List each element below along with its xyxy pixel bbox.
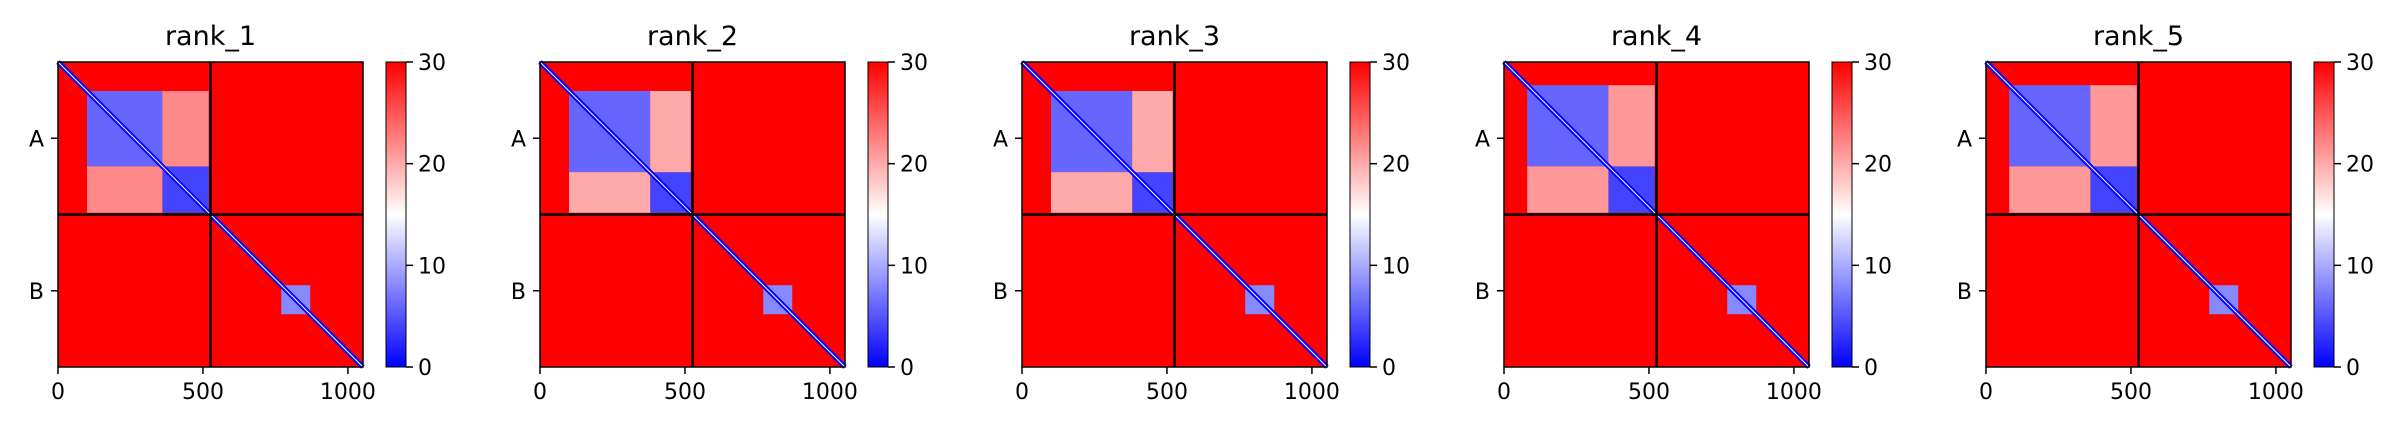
heatmap-block bbox=[2090, 85, 2137, 167]
heatmap-block bbox=[650, 90, 691, 173]
colorbar-tick-label: 20 bbox=[418, 153, 446, 178]
plot-frame bbox=[1503, 61, 1810, 368]
y-chain-label: A bbox=[29, 127, 44, 152]
x-tick-label: 0 bbox=[533, 380, 547, 405]
x-tick-label: 1000 bbox=[802, 380, 858, 405]
y-chain-label: A bbox=[1957, 127, 1972, 152]
x-tick-label: 500 bbox=[2110, 380, 2152, 405]
colorbar bbox=[867, 61, 889, 368]
y-chain-label: A bbox=[511, 127, 526, 152]
colorbar-tick-label: 20 bbox=[1382, 153, 1410, 178]
x-tick-label: 500 bbox=[664, 380, 706, 405]
colorbar-tick-label: 20 bbox=[1864, 153, 1892, 178]
heatmap-block bbox=[1608, 85, 1655, 167]
y-chain-label: A bbox=[1475, 127, 1490, 152]
plot-frame bbox=[1021, 61, 1328, 368]
colorbar bbox=[1349, 61, 1371, 368]
colorbar bbox=[385, 61, 407, 368]
heatmap-panel-3: rank_3 0 500 1000 A B 0 10 20 30 bbox=[993, 21, 1410, 405]
heatmap-block bbox=[1050, 172, 1133, 213]
x-tick-label: 1000 bbox=[320, 380, 376, 405]
heatmap-panel-2: rank_2 0 500 1000 A B 0 10 20 30 bbox=[511, 21, 928, 405]
y-chain-label: B bbox=[1475, 280, 1490, 305]
x-tick-label: 1000 bbox=[2248, 380, 2304, 405]
colorbar-tick-label: 0 bbox=[1382, 356, 1396, 381]
x-tick-label: 500 bbox=[182, 380, 224, 405]
x-tick-label: 0 bbox=[1015, 380, 1029, 405]
plot-frame bbox=[57, 61, 364, 368]
colorbar-tick-label: 10 bbox=[2346, 254, 2374, 279]
heatmap-panel-4: rank_4 0 500 1000 A B 0 10 20 30 bbox=[1475, 21, 1892, 405]
x-tick-label: 0 bbox=[51, 380, 65, 405]
colorbar-tick-label: 20 bbox=[900, 153, 928, 178]
colorbar-tick-label: 30 bbox=[900, 51, 928, 76]
chart-title: rank_5 bbox=[2093, 21, 2184, 52]
colorbar-tick-label: 20 bbox=[2346, 153, 2374, 178]
heatmap-block bbox=[2009, 166, 2091, 213]
plot-frame bbox=[539, 61, 846, 368]
colorbar-tick-label: 10 bbox=[418, 254, 446, 279]
y-chain-label: A bbox=[993, 127, 1008, 152]
heatmap-panel-1: rank_1 0 500 1000 A B 0 10 20 30 bbox=[29, 21, 446, 405]
x-tick-label: 500 bbox=[1628, 380, 1670, 405]
heatmap-block bbox=[1132, 90, 1173, 173]
colorbar-tick-label: 10 bbox=[1864, 254, 1892, 279]
colorbar-tick-label: 30 bbox=[1864, 51, 1892, 76]
colorbar-tick-label: 0 bbox=[1864, 356, 1878, 381]
y-chain-label: B bbox=[1957, 280, 1972, 305]
colorbar-tick-label: 30 bbox=[2346, 51, 2374, 76]
x-tick-label: 1000 bbox=[1284, 380, 1340, 405]
chart-title: rank_4 bbox=[1611, 21, 1702, 52]
heatmap-block bbox=[162, 90, 209, 167]
x-tick-label: 500 bbox=[1146, 380, 1188, 405]
colorbar-tick-label: 0 bbox=[418, 356, 432, 381]
colorbar-tick-label: 10 bbox=[900, 254, 928, 279]
chart-title: rank_2 bbox=[647, 21, 738, 52]
colorbar-tick-label: 0 bbox=[2346, 356, 2360, 381]
heatmap-block bbox=[86, 166, 163, 213]
plot-frame bbox=[1985, 61, 2292, 368]
y-chain-label: B bbox=[29, 280, 44, 305]
colorbar-tick-label: 10 bbox=[1382, 254, 1410, 279]
colorbar bbox=[2313, 61, 2335, 368]
heatmap-panel-5: rank_5 0 500 1000 A B 0 10 20 30 bbox=[1957, 21, 2374, 405]
colorbar-tick-label: 0 bbox=[900, 356, 914, 381]
heatmap-block bbox=[568, 172, 651, 213]
x-tick-label: 0 bbox=[1497, 380, 1511, 405]
x-tick-label: 0 bbox=[1979, 380, 1993, 405]
colorbar bbox=[1831, 61, 1853, 368]
y-chain-label: B bbox=[511, 280, 526, 305]
heatmap-block bbox=[1527, 166, 1609, 213]
y-chain-label: B bbox=[993, 280, 1008, 305]
chart-title: rank_1 bbox=[165, 21, 256, 52]
chart-title: rank_3 bbox=[1129, 21, 1220, 52]
colorbar-tick-label: 30 bbox=[1382, 51, 1410, 76]
colorbar-tick-label: 30 bbox=[418, 51, 446, 76]
x-tick-label: 1000 bbox=[1766, 380, 1822, 405]
